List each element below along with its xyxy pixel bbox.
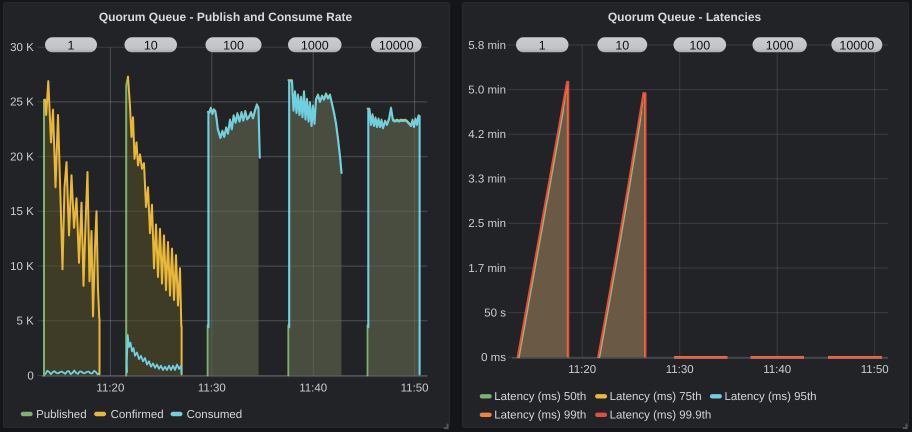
- svg-text:10000: 10000: [379, 38, 414, 52]
- svg-text:11:30: 11:30: [666, 364, 694, 376]
- svg-text:5.8 min: 5.8 min: [468, 40, 506, 52]
- svg-text:Latency (ms) 99.9th: Latency (ms) 99.9th: [610, 410, 712, 422]
- svg-text:Published: Published: [36, 409, 87, 421]
- svg-text:Confirmed: Confirmed: [111, 409, 164, 421]
- svg-text:10: 10: [615, 38, 629, 52]
- svg-text:1: 1: [68, 38, 75, 52]
- svg-text:Quorum Queue - Publish and Con: Quorum Queue - Publish and Consume Rate: [99, 10, 353, 24]
- svg-text:1: 1: [539, 38, 546, 52]
- svg-text:30 K: 30 K: [10, 42, 34, 54]
- svg-text:5.0 min: 5.0 min: [468, 84, 506, 96]
- svg-text:10: 10: [144, 38, 158, 52]
- svg-text:0: 0: [27, 370, 33, 382]
- svg-text:20 K: 20 K: [10, 151, 34, 163]
- svg-text:2.5 min: 2.5 min: [468, 218, 506, 230]
- svg-text:11:20: 11:20: [96, 383, 124, 395]
- svg-text:3.3 min: 3.3 min: [468, 174, 506, 186]
- svg-text:11:50: 11:50: [401, 383, 429, 395]
- svg-text:100: 100: [689, 38, 710, 52]
- svg-text:Latency (ms) 75th: Latency (ms) 75th: [610, 391, 702, 403]
- svg-text:50 s: 50 s: [484, 307, 506, 319]
- svg-text:11:30: 11:30: [198, 383, 226, 395]
- svg-text:10 K: 10 K: [10, 261, 34, 273]
- svg-text:Consumed: Consumed: [187, 409, 243, 421]
- svg-text:10000: 10000: [839, 38, 874, 52]
- svg-text:Latency (ms) 95th: Latency (ms) 95th: [725, 391, 817, 403]
- svg-text:Latency (ms) 99th: Latency (ms) 99th: [494, 410, 586, 422]
- svg-text:11:40: 11:40: [763, 364, 791, 376]
- svg-text:4.2 min: 4.2 min: [468, 129, 506, 141]
- svg-text:100: 100: [223, 38, 244, 52]
- svg-text:1000: 1000: [301, 38, 329, 52]
- svg-text:0 ms: 0 ms: [481, 352, 506, 364]
- svg-text:5 K: 5 K: [17, 316, 35, 328]
- svg-text:Latency (ms) 50th: Latency (ms) 50th: [494, 391, 586, 403]
- svg-text:11:20: 11:20: [568, 364, 596, 376]
- svg-text:15 K: 15 K: [10, 206, 34, 218]
- svg-text:25 K: 25 K: [10, 97, 34, 109]
- svg-text:1000: 1000: [766, 38, 794, 52]
- svg-text:11:50: 11:50: [861, 364, 889, 376]
- svg-text:11:40: 11:40: [299, 383, 327, 395]
- svg-text:1.7 min: 1.7 min: [468, 263, 506, 275]
- svg-text:Quorum Queue - Latencies: Quorum Queue - Latencies: [608, 10, 762, 24]
